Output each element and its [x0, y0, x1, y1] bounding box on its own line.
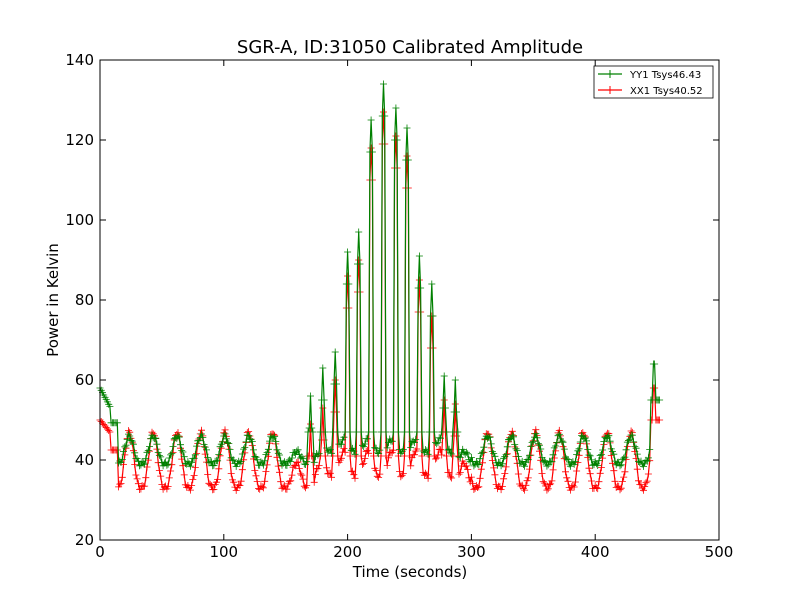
x-tick-label: 300 [457, 543, 486, 561]
legend: YY1 Tsys46.43 XX1 Tsys40.52 [593, 65, 714, 99]
x-axis-label: Time (seconds) [352, 563, 468, 581]
legend-box [593, 65, 714, 99]
legend-marker [606, 70, 614, 78]
x-tick-label: 400 [581, 543, 610, 561]
y-tick-label: 40 [75, 451, 94, 469]
legend-marker [606, 86, 614, 94]
x-tick-label: 500 [705, 543, 734, 561]
y-tick-label: 20 [75, 531, 94, 549]
legend-label: XX1 Tsys40.52 [630, 86, 703, 97]
x-tick-label: 0 [95, 543, 105, 561]
x-tick-label: 100 [209, 543, 238, 561]
y-tick-label: 100 [65, 211, 94, 229]
chart-title: SGR-A, ID:31050 Calibrated Amplitude [237, 37, 583, 58]
y-tick-label: 140 [65, 51, 94, 69]
legend-label: YY1 Tsys46.43 [629, 70, 701, 81]
y-tick-label: 120 [65, 131, 94, 149]
legend-entry: YY1 Tsys46.43 [598, 70, 701, 81]
ticks-layer: 0 100 200 300 400 500 20 40 60 80 100 120 140 [65, 51, 733, 561]
y-axis-label: Power in Kelvin [44, 243, 62, 357]
y-tick-label: 60 [75, 371, 94, 389]
legend-entries: YY1 Tsys46.43 XX1 Tsys40.52 [598, 70, 703, 97]
legend-entry: XX1 Tsys40.52 [598, 86, 703, 97]
x-tick-label: 200 [333, 543, 362, 561]
y-tick-label: 80 [75, 291, 94, 309]
